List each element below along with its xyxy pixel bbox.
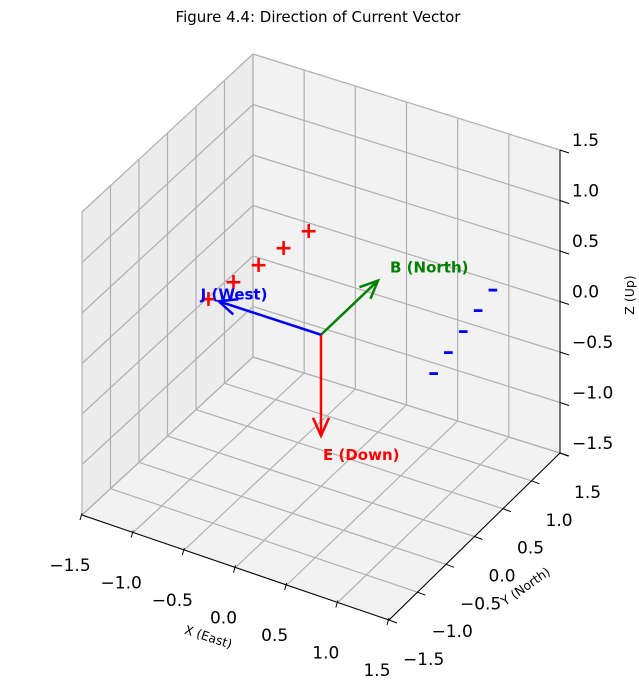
vector-shaft [320,279,379,336]
vector-shaft [218,300,322,336]
chart-marks: +++++–––––B (North)E (Down)J (West) [199,219,498,464]
x-tick-label: −1.0 [101,574,142,594]
tick-labels: −1.5−1.5−1.5−1.0−1.0−1.0−0.5 −0.5−0.50.00… [49,131,613,681]
x-tick-mark [79,512,83,521]
y-tick-label: 1.0 [546,511,573,531]
z-tick-label: 1.0 [572,182,599,202]
axis-lines [79,149,570,626]
y-tick-label: 1.5 [574,483,601,503]
z-tick-mark [559,402,570,406]
y-tick-label: −1.0 [432,622,473,642]
grid-line [81,53,254,213]
z-tick-mark [559,301,570,305]
x-tick-mark [335,600,339,608]
grid-line [224,382,532,482]
z-tick-label: −1.0 [572,384,613,404]
y-tick-label: 0.0 [489,567,516,587]
vector-arrowhead [311,417,331,439]
floor-pane [82,357,560,620]
charge-marker: – [428,361,439,386]
grid-line [252,53,561,151]
grid-line [252,356,561,454]
charge-marker: – [443,340,454,365]
z-tick-label: 1.5 [572,131,599,151]
y-tick-label: −0.5 [460,594,501,614]
y-tick-mark [474,536,483,540]
grid-lines [81,53,561,621]
y-tick-mark [417,591,426,596]
y-tick-mark [502,508,512,513]
x-tick-mark [233,565,236,573]
vector-arrowhead [215,298,239,316]
z-tick-label: −1.5 [572,434,613,454]
z-tick-label: 0.0 [572,283,599,303]
x-tick-mark [181,547,185,556]
vector-label: J (West) [200,285,268,303]
charge-marker: – [473,298,484,323]
z-tick-mark [559,351,570,356]
z-axis-label: Z (Up) [622,275,637,314]
vector-arrowhead [359,278,381,300]
z-tick-mark [559,149,570,154]
z-tick-mark [559,200,570,204]
y-tick-mark [445,563,455,568]
x-tick-mark [284,582,288,591]
x-tick-label: 1.0 [312,644,339,664]
y-tick-label: −1.5 [403,650,444,670]
z-tick-mark [559,250,570,255]
charge-marker: – [487,277,498,302]
y-tick-mark [531,480,540,485]
charge-marker: – [458,319,469,344]
y-tick-mark [388,619,398,624]
z-tick-label: 0.5 [572,232,599,252]
x-tick-mark [130,530,134,538]
grid-line [81,104,254,263]
axes-panes [82,54,560,620]
charge-marker: + [299,219,317,244]
x-tick-mark [386,617,390,626]
grid-line [252,103,561,202]
x-axis-line [81,514,390,621]
y-tick-mark [559,452,569,457]
charge-marker: + [199,287,217,312]
chart-title: Figure 4.4: Direction of Current Vector [176,8,462,26]
charge-marker: + [224,270,242,295]
vector-label: E (Down) [323,446,399,464]
x-tick-label: 0.0 [210,609,237,629]
z-tick-label: −0.5 [572,333,613,353]
x-tick-label: −0.5 [152,591,193,611]
charge-marker: + [249,253,267,278]
charge-marker: + [274,236,292,261]
y-tick-label: 0.5 [517,539,544,559]
x-tick-label: −1.5 [49,556,90,576]
x-tick-label: 1.5 [363,661,390,681]
x-tick-label: 0.5 [261,626,288,646]
vector-label: B (North) [390,259,468,277]
